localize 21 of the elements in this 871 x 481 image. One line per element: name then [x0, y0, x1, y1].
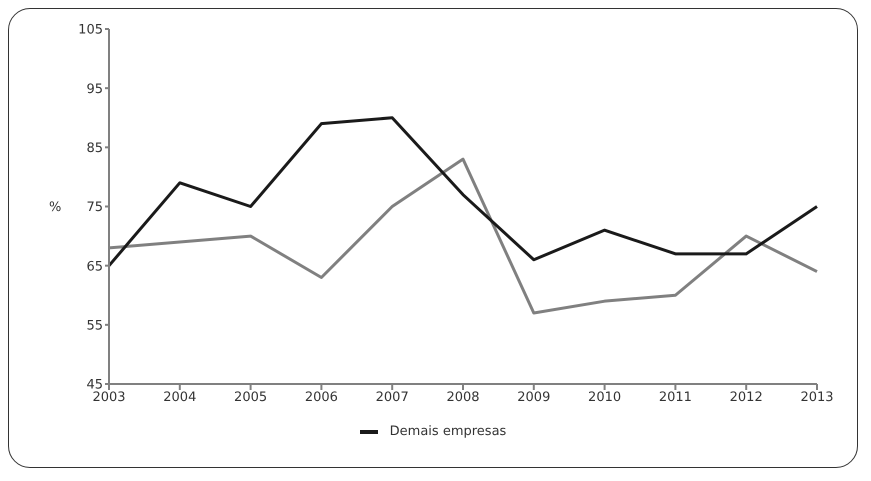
x-tick-label: 2003: [92, 390, 126, 406]
y-tick-label: 95: [86, 82, 103, 97]
y-tick-label: 75: [86, 200, 103, 216]
x-tick-label: 2013: [800, 390, 834, 406]
x-tick-label: 2008: [446, 390, 480, 406]
y-axis-title: %: [49, 200, 62, 216]
x-tick-label: 2004: [163, 390, 196, 406]
y-tick-label: 105: [78, 22, 103, 38]
x-tick-label: 2012: [730, 390, 763, 406]
x-tick-label: 2009: [517, 390, 550, 406]
x-tick-label: 2007: [376, 390, 409, 406]
y-tick-label: 55: [86, 318, 103, 334]
x-tick-label: 2010: [588, 390, 622, 406]
y-tick-label: 65: [86, 259, 103, 274]
legend-label: Demais empresas: [390, 424, 506, 439]
x-tick-label: 2006: [304, 390, 338, 406]
y-tick-label: 45: [86, 378, 103, 393]
y-tick-label: 85: [86, 140, 103, 156]
x-tick-label: 2005: [234, 390, 268, 406]
line-series: [108, 116, 818, 268]
x-tick-label: 2011: [658, 390, 692, 406]
